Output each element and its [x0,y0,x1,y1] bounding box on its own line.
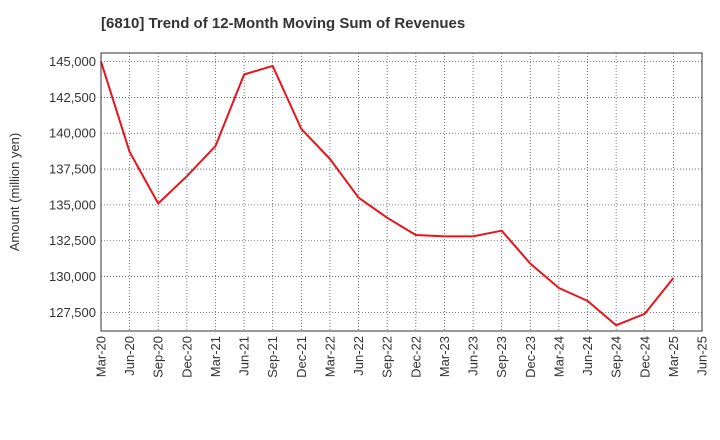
x-tick-label: Jun-20 [122,336,137,376]
x-tick-label: Mar-21 [208,336,223,377]
chart-title: [6810] Trend of 12-Month Moving Sum of R… [101,15,466,32]
y-axis-label: Amount (million yen) [7,133,22,252]
x-tick-label: Jun-25 [695,336,710,376]
x-tick-label: Mar-20 [94,336,109,377]
x-tick-label: Mar-22 [322,336,337,377]
x-tick-label: Jun-23 [466,336,481,376]
x-tick-label: Sep-21 [265,336,280,378]
x-tick-label: Sep-20 [151,336,166,378]
x-tick-label: Sep-22 [380,336,395,378]
plot-frame [100,52,703,332]
y-tick-label: 142,500 [49,90,96,105]
y-tick-label: 137,500 [49,162,96,177]
x-tick-label: Mar-25 [666,336,681,377]
x-tick-label: Jun-22 [351,336,366,376]
x-tick-label: Dec-21 [294,336,309,378]
y-tick-label: 145,000 [49,54,96,69]
y-tick-label: 135,000 [49,197,96,212]
x-tick-label: Sep-24 [609,336,624,378]
x-tick-label: Mar-24 [551,336,566,377]
y-tick-label: 132,500 [49,233,96,248]
x-tick-label: Mar-23 [437,336,452,377]
x-tick-label: Sep-23 [494,336,509,378]
x-tick-label: Dec-24 [637,336,652,378]
y-tick-label: 140,000 [49,126,96,141]
grid-lines [100,53,703,331]
y-tick-label: 127,500 [49,305,96,320]
series-lines [100,61,675,327]
x-tick-label: Dec-22 [408,336,423,378]
x-tick-label: Jun-24 [580,336,595,376]
y-tick-label: 130,000 [49,269,96,284]
y-tick-labels: 127,500 130,000 132,500 135,000 137,500 140,0… [49,54,96,320]
series-line [100,61,675,327]
x-tick-label: Dec-23 [523,336,538,378]
x-tick-labels: Mar-20 Jun-20 Sep-20 Dec-20 Mar-21 Jun-21 Sep-… [94,336,710,378]
x-tick-label: Dec-20 [179,336,194,378]
x-tick-label: Jun-21 [237,336,252,376]
